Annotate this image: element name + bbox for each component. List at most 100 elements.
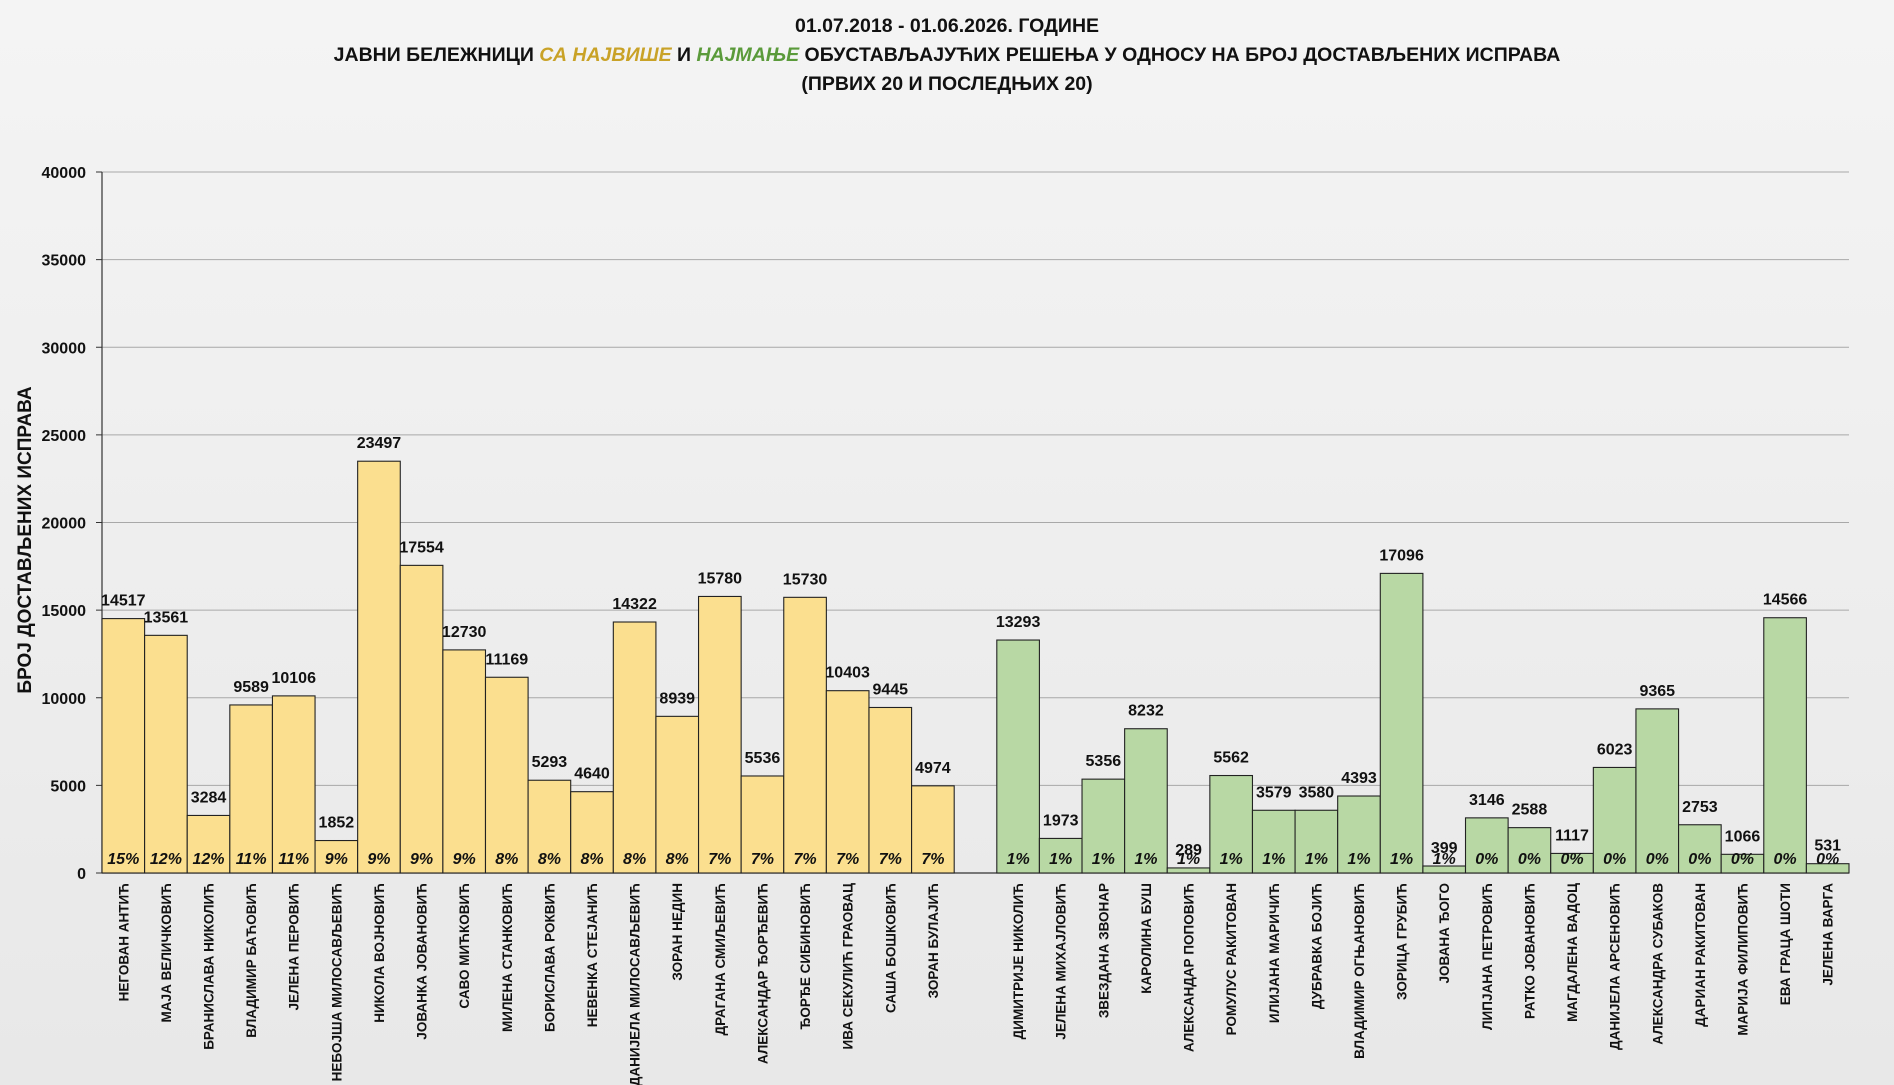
percent-label: 8% (495, 851, 518, 868)
value-label: 8232 (1128, 703, 1164, 720)
bar-top (314, 839, 359, 874)
category-label: МАРИЈА ФИЛИПОВИЋ (1735, 883, 1750, 1036)
value-label: 1852 (319, 815, 355, 832)
percent-label: 1% (1134, 851, 1157, 868)
category-label: ВЛАДИМИР ОГЊАНОВИЋ (1352, 883, 1367, 1059)
percent-label: 1% (1092, 851, 1115, 868)
value-label: 4974 (915, 760, 951, 777)
value-label: 9589 (233, 679, 269, 696)
category-label: ЕВА ГРАЦА ШОТИ (1778, 883, 1793, 1005)
value-label: 5562 (1213, 750, 1249, 767)
bar-top (357, 460, 401, 874)
category-label: ДАНИЈЕЛА МИЛОСАВЉЕВИЋ (628, 883, 643, 1085)
category-label: РОМУЛУС РАКИТОВАН (1224, 883, 1239, 1035)
bar-top (911, 785, 955, 874)
category-label: АЛЕКСАНДРА СУБАКОВ (1650, 883, 1665, 1045)
category-label: ЂОРЂЕ СИБИНОВИЋ (798, 883, 813, 1030)
category-label: ЗОРАН БУЛАЈИЋ (926, 883, 941, 998)
y-tick-label: 10000 (42, 691, 87, 708)
category-label: АЛЕКСАНДАР ЂОРЂЕВИЋ (755, 883, 770, 1064)
percent-label: 12% (193, 851, 225, 868)
bar-bottom (1124, 728, 1168, 874)
percent-label: 0% (1475, 851, 1498, 868)
percent-label: 11% (236, 851, 267, 868)
value-label: 13561 (144, 609, 189, 626)
category-label: ВЛАДИМИР БАЋОВИЋ (244, 883, 259, 1038)
title-least: НАЈМАЊЕ (696, 44, 800, 66)
percent-label: 1% (1305, 851, 1328, 868)
value-label: 3580 (1299, 784, 1335, 801)
category-label: ЛИПЈАНА ПЕТРОВИЋ (1480, 883, 1495, 1030)
percent-label: 15% (107, 851, 139, 868)
value-label: 3146 (1469, 792, 1505, 809)
category-label: БОРИСЛАВА РОКВИЋ (542, 883, 557, 1032)
category-label: МАГДАЛЕНА ВАДОЦ (1565, 883, 1580, 1022)
value-label: 13293 (996, 614, 1041, 631)
chart-title: 01.07.2018 - 01.06.2026. ГОДИНЕ ЈАВНИ БЕ… (0, 12, 1894, 99)
value-label: 531 (1814, 838, 1841, 855)
bar-top (740, 775, 785, 874)
category-label: МАЈА ВЕЛИЧКОВИЋ (159, 883, 174, 1022)
percent-label: 7% (836, 851, 859, 868)
bar-top (612, 621, 657, 874)
percent-label: 8% (623, 851, 646, 868)
bar-top (484, 676, 529, 874)
bar-bottom (1038, 837, 1083, 874)
title-line-2-c: И (671, 44, 697, 66)
value-label: 1973 (1043, 812, 1079, 829)
value-label: 4393 (1341, 770, 1377, 787)
category-label: САША БОШКОВИЋ (883, 883, 898, 1013)
category-label: ЈЕЛЕНА МИХАЈЛОВИЋ (1054, 883, 1069, 1040)
percent-label: 7% (793, 851, 816, 868)
percent-label: 0% (1518, 851, 1541, 868)
bar-bottom (1251, 809, 1296, 874)
percent-label: 7% (921, 851, 944, 868)
percent-label: 9% (410, 851, 433, 868)
y-tick-label: 20000 (42, 516, 87, 533)
value-label: 1066 (1725, 828, 1761, 845)
value-label: 4640 (574, 766, 610, 783)
percent-label: 1% (1390, 851, 1413, 868)
bar-top (868, 706, 913, 874)
bar-bottom (1678, 824, 1722, 874)
value-label: 14566 (1763, 592, 1808, 609)
percent-label: 7% (879, 851, 902, 868)
y-tick-label: 5000 (50, 778, 86, 795)
category-label: ИЛИЈАНА МАРИЧИЋ (1267, 883, 1282, 1023)
value-label: 1117 (1555, 827, 1589, 844)
value-label: 14322 (612, 596, 657, 613)
category-label: ДИМИТРИЈЕ НИКОЛИЋ (1011, 883, 1026, 1039)
category-label: КАРОЛИНА БУШ (1139, 883, 1154, 994)
value-label: 399 (1431, 840, 1458, 857)
bars (101, 460, 1850, 874)
y-tick-label: 15000 (42, 603, 87, 620)
category-label: НИКОЛА ВОЈНОВИЋ (372, 883, 387, 1023)
value-label: 10106 (271, 670, 316, 687)
percent-label: 1% (1049, 851, 1072, 868)
category-label: ДАРИАН РАКИТОВАН (1693, 883, 1708, 1027)
bar-top (186, 814, 231, 874)
bar-bottom (1337, 795, 1381, 874)
bar-top (655, 715, 700, 874)
category-label: ДАНИЈЕЛА АРСЕНОВИЋ (1608, 883, 1623, 1050)
percent-label: 8% (666, 851, 689, 868)
title-line-2: ЈАВНИ БЕЛЕЖНИЦИ СА НАЈВИШЕ И НАЈМАЊЕ ОБУ… (0, 41, 1894, 70)
category-label: САВО МИЋКОВИЋ (457, 883, 472, 1009)
category-label: ДРАГАНА СМИЉЕВИЋ (713, 883, 728, 1036)
bar-top (442, 649, 487, 874)
bar-top (527, 779, 572, 874)
bar-bottom (1081, 778, 1126, 874)
title-most: СА НАЈВИШЕ (539, 44, 672, 66)
value-label: 8939 (659, 690, 695, 707)
bar-bottom (1166, 867, 1211, 874)
bar-top (271, 695, 316, 874)
percent-label: 0% (1646, 851, 1669, 868)
value-label: 5536 (745, 750, 781, 767)
percent-label: 0% (1560, 851, 1583, 868)
percent-label: 11% (278, 851, 309, 868)
value-label: 11169 (485, 651, 528, 668)
category-label: ДУБРАВКА БОЈИЋ (1309, 883, 1324, 1009)
category-label: НЕГОВАН АНТИЋ (116, 883, 131, 1001)
percent-label: 1% (1433, 851, 1456, 868)
